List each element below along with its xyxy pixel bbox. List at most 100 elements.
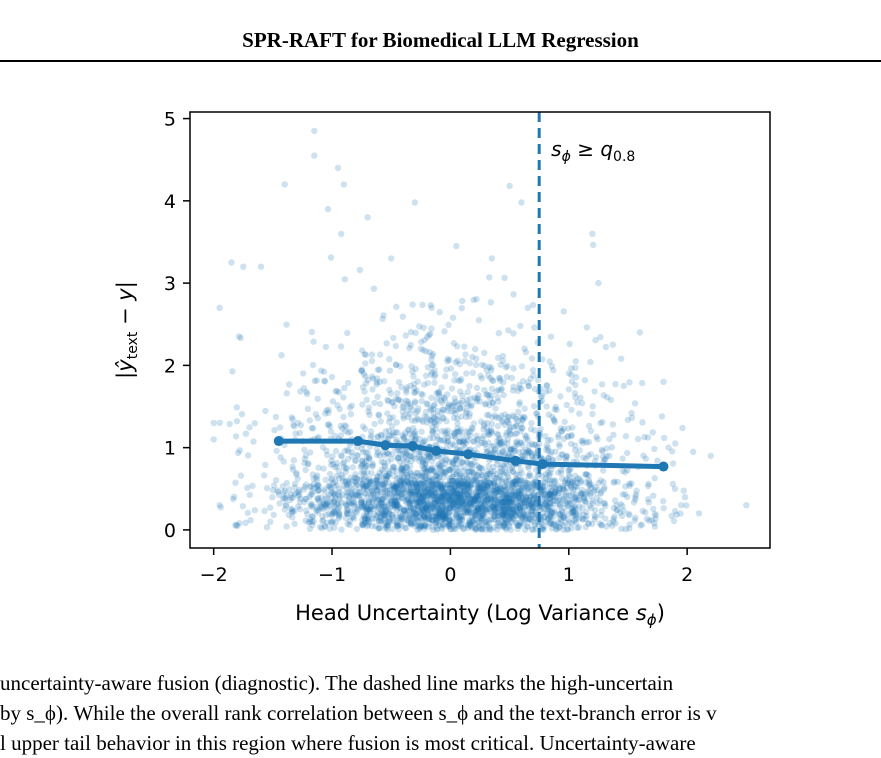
scatter-point [695, 510, 703, 517]
scatter-point [364, 515, 371, 522]
scatter-point [546, 495, 553, 502]
scatter-point [285, 511, 292, 519]
scatter-point [232, 522, 239, 529]
scatter-point [384, 396, 391, 404]
scatter-point [527, 502, 534, 509]
scatter-point [582, 498, 589, 505]
scatter-point [431, 379, 438, 386]
scatter-point [498, 412, 505, 420]
scatter-point [514, 494, 522, 501]
scatter-point [444, 407, 451, 414]
scatter-point [541, 494, 548, 502]
scatter-point [448, 493, 455, 500]
scatter-point [611, 497, 619, 504]
scatter-point [402, 332, 409, 339]
scatter-point [444, 495, 451, 502]
scatter-point [267, 518, 274, 525]
scatter-point [473, 296, 480, 303]
scatter-point [236, 520, 243, 527]
scatter-point [573, 519, 580, 526]
scatter-point [452, 410, 459, 417]
scatter-point [443, 497, 451, 504]
scatter-point [479, 497, 486, 504]
scatter-point [471, 513, 479, 520]
scatter-point [440, 468, 448, 476]
scatter-point [482, 497, 489, 504]
scatter-point [322, 500, 329, 508]
scatter-point [514, 387, 522, 394]
scatter-point [513, 519, 520, 527]
scatter-point [329, 510, 336, 517]
scatter-point [394, 487, 401, 495]
scatter-point [491, 494, 498, 502]
scatter-point [247, 516, 254, 524]
scatter-point [457, 490, 465, 498]
scatter-point [501, 506, 508, 513]
trend-marker [380, 440, 391, 451]
scatter-point [483, 474, 491, 482]
scatter-point [374, 514, 381, 521]
scatter-point [428, 304, 435, 311]
scatter-point [217, 504, 224, 511]
scatter-point [482, 488, 489, 495]
scatter-point [448, 502, 455, 509]
scatter-point [346, 404, 354, 411]
scatter-point [385, 418, 393, 425]
scatter-point [342, 500, 349, 507]
scatter-point [505, 498, 512, 506]
scatter-point [472, 526, 479, 533]
scatter-point [424, 507, 432, 514]
scatter-point [576, 410, 583, 417]
scatter-point [419, 417, 426, 424]
scatter-point [498, 385, 505, 392]
scatter-point [456, 405, 464, 412]
scatter-point [384, 502, 392, 509]
scatter-point [501, 421, 508, 428]
scatter-point [467, 522, 475, 530]
scatter-point [373, 381, 380, 388]
scatter-point [546, 490, 554, 498]
scatter-point [366, 481, 374, 488]
scatter-point [409, 406, 416, 413]
scatter-point [292, 430, 299, 437]
scatter-point [455, 481, 463, 488]
scatter-point [369, 375, 377, 382]
scatter-point [378, 499, 385, 507]
scatter-point [562, 519, 569, 527]
scatter-point [520, 511, 527, 518]
scatter-point [535, 491, 542, 498]
scatter-point [510, 383, 517, 390]
scatter-point [424, 401, 431, 408]
scatter-point [632, 493, 639, 501]
scatter-point [462, 509, 469, 516]
scatter-point [529, 301, 537, 309]
scatter-point [418, 522, 425, 530]
scatter-point [398, 477, 405, 484]
scatter-point [472, 524, 480, 532]
scatter-point [403, 389, 410, 396]
scatter-point [480, 512, 487, 520]
figure-caption: uncertainty-aware fusion (diagnostic). T… [0, 668, 881, 758]
scatter-point [483, 445, 490, 452]
scatter-point [319, 444, 327, 451]
scatter-point [289, 514, 296, 521]
scatter-point [315, 482, 322, 490]
scatter-point [567, 481, 574, 488]
scatter-point [510, 447, 517, 455]
scatter-point [471, 496, 478, 504]
scatter-point [453, 434, 460, 441]
scatter-point [308, 424, 316, 432]
scatter-point [494, 394, 501, 401]
scatter-point [383, 506, 390, 513]
scatter-point [228, 259, 235, 266]
scatter-point [438, 399, 446, 406]
scatter-point [500, 486, 507, 493]
scatter-point [349, 485, 356, 492]
scatter-point [560, 486, 568, 494]
scatter-point [460, 495, 467, 502]
scatter-point [486, 479, 493, 487]
scatter-point [500, 508, 507, 515]
scatter-point [397, 477, 404, 484]
scatter-point [300, 370, 307, 377]
scatter-point [485, 519, 493, 526]
